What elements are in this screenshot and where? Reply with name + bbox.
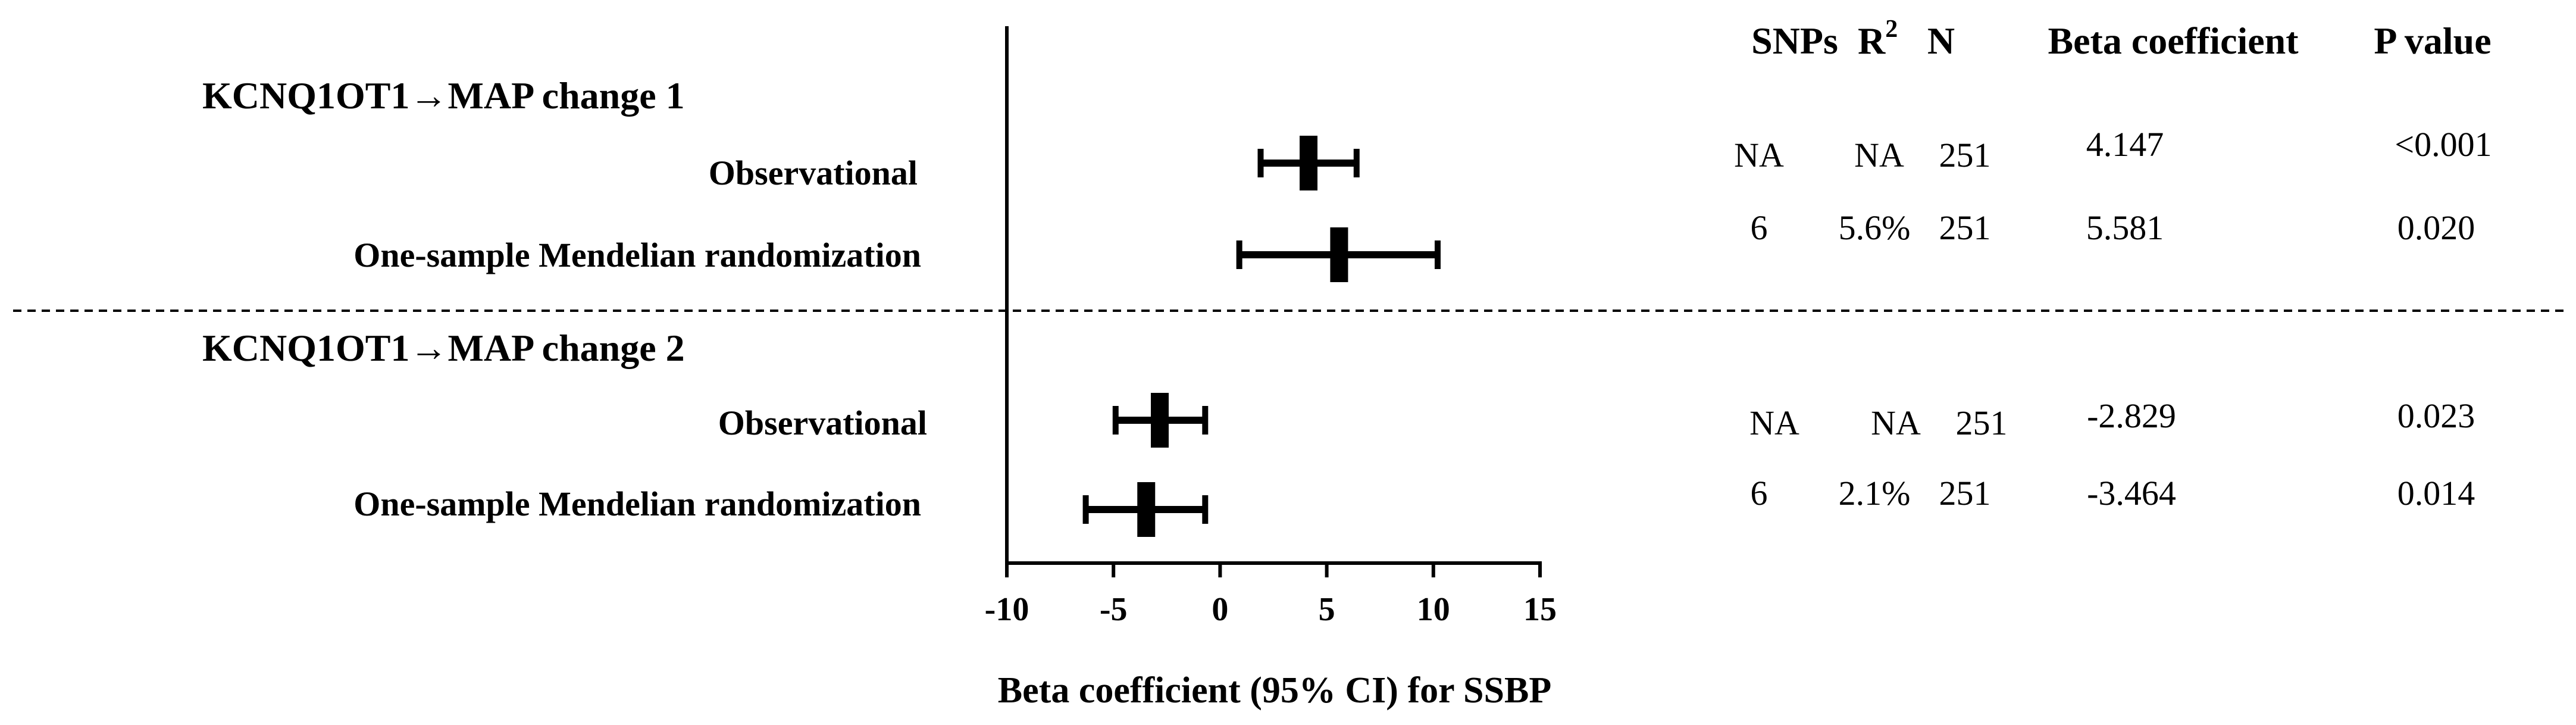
x-tick-label: -5: [1100, 591, 1128, 628]
forest-marks: [1082, 136, 1441, 537]
x-tick-label: 0: [1212, 591, 1228, 628]
cell-g2-r2-beta: -3.464: [2087, 474, 2176, 512]
cell-g2-r1-p: 0.023: [2397, 396, 2475, 435]
cell-g2-r1-r2: NA: [1871, 404, 1921, 442]
cell-g1-r2-snps: 6: [1751, 208, 1768, 247]
header-p: P value: [2374, 20, 2491, 62]
cell-g2-r1-beta: -2.829: [2087, 396, 2176, 435]
point-estimate: [1300, 136, 1318, 190]
header-r2: R2: [1858, 15, 1898, 62]
cell-g1-r2-r2: 5.6%: [1839, 208, 1911, 247]
cell-g1-r1-n: 251: [1939, 136, 1991, 174]
x-axis-label: Beta coefficient (95% CI) for SSBP: [998, 670, 1551, 711]
point-estimate: [1137, 482, 1156, 537]
cell-g1-r2-n: 251: [1939, 208, 1991, 247]
x-tick-label: 15: [1523, 591, 1557, 628]
cell-g1-r1-r2: NA: [1854, 136, 1904, 174]
cell-g1-r1-beta: 4.147: [2086, 125, 2164, 164]
cell-g2-r1-snps: NA: [1749, 404, 1799, 442]
x-tick-label: 5: [1319, 591, 1335, 628]
cell-g1-r1-snps: NA: [1734, 136, 1784, 174]
point-estimate: [1151, 393, 1169, 448]
header-r2-base: R: [1858, 20, 1886, 62]
cell-g2-r2-snps: 6: [1751, 474, 1768, 512]
cell-g2-r2-p: 0.014: [2397, 474, 2475, 512]
row-label-g1-mendelian: One-sample Mendelian randomization: [353, 236, 921, 274]
cell-g1-r1-p: <0.001: [2395, 125, 2492, 164]
cell-g2-r2-r2: 2.1%: [1839, 474, 1911, 512]
x-tick-label: 10: [1417, 591, 1450, 628]
header-beta: Beta coefficient: [2048, 20, 2299, 62]
cell-g1-r2-beta: 5.581: [2086, 208, 2164, 247]
cell-g2-r1-n: 251: [1956, 404, 2008, 442]
header-r2-superscript: 2: [1885, 15, 1898, 43]
row-label-g2-mendelian: One-sample Mendelian randomization: [353, 485, 921, 523]
group-title-2: KCNQ1OT1→MAP change 2: [202, 327, 685, 369]
group-title-1: KCNQ1OT1→MAP change 1: [202, 74, 685, 117]
x-axis-ticks: -10 -5 0 5 10 15: [985, 563, 1557, 628]
cell-g1-r2-p: 0.020: [2397, 208, 2475, 247]
cell-g2-r2-n: 251: [1939, 474, 1991, 512]
row-label-g1-observational: Observational: [709, 154, 918, 192]
point-estimate: [1330, 227, 1348, 282]
header-snps: SNPs: [1751, 20, 1838, 62]
x-tick-label: -10: [985, 591, 1029, 628]
row-label-g2-observational: Observational: [718, 404, 927, 442]
header-n: N: [1927, 20, 1955, 62]
